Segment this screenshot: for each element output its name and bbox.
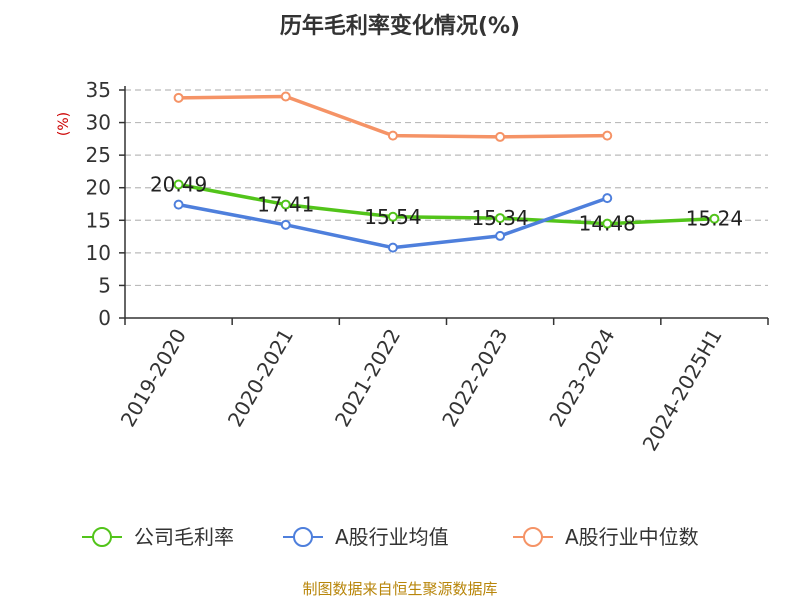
data-point — [280, 219, 291, 230]
data-label: 15.34 — [471, 206, 528, 230]
data-point — [173, 92, 184, 103]
data-label: 17.41 — [257, 193, 314, 217]
x-tick-label: 2020-2021 — [223, 325, 298, 431]
data-point — [173, 199, 184, 210]
chart-title: 历年毛利率变化情况(%) — [280, 13, 520, 39]
data-point — [602, 218, 613, 229]
data-point — [280, 199, 291, 210]
grid-lines — [125, 89, 768, 287]
series-line — [178, 182, 715, 226]
legend-label: A股行业均值 — [335, 525, 449, 549]
legend-marker — [523, 527, 543, 547]
y-tick-label: 0 — [98, 306, 111, 330]
y-tick-label: 30 — [86, 111, 111, 135]
data-label: 20.49 — [150, 173, 207, 197]
data-point — [387, 242, 398, 253]
y-tick-label: 10 — [86, 241, 111, 265]
x-tick-label: 2019-2020 — [116, 325, 191, 431]
data-point — [602, 193, 613, 204]
data-point — [387, 130, 398, 141]
y-tick-label: 5 — [98, 273, 111, 297]
y-tick-label: 25 — [86, 143, 111, 167]
legend-marker — [92, 527, 112, 547]
data-label: 15.54 — [364, 205, 421, 229]
data-point — [495, 230, 506, 241]
legend-label: 公司毛利率 — [134, 525, 234, 549]
series-layer — [173, 91, 720, 253]
data-point — [173, 179, 184, 190]
data-point — [280, 91, 291, 102]
y-tick-label: 15 — [86, 208, 111, 232]
data-point — [602, 130, 613, 141]
data-label: 15.24 — [686, 207, 743, 231]
y-axis-label: (%) — [56, 112, 72, 136]
x-tick-label: 2021-2022 — [330, 325, 405, 431]
y-tick-label: 20 — [86, 176, 111, 200]
legend-label: A股行业中位数 — [565, 525, 699, 549]
x-tick-label: 2024-2025H1 — [638, 325, 727, 455]
data-labels: 20.49 17.41 15.54 15.34 14.48 15.24 — [150, 173, 743, 236]
legend-marker — [293, 527, 313, 547]
data-label: 14.48 — [579, 212, 636, 236]
data-point — [387, 211, 398, 222]
x-tick-label: 2022-2023 — [437, 325, 512, 431]
x-tick-label: 2023-2024 — [544, 325, 619, 431]
data-point — [495, 213, 506, 224]
data-point — [495, 131, 506, 142]
legend: 公司毛利率 A股行业均值 A股行业中位数 — [82, 525, 699, 549]
y-tick-label: 35 — [86, 78, 111, 102]
data-point — [709, 213, 720, 224]
source-note: 制图数据来自恒生聚源数据库 — [302, 580, 497, 598]
